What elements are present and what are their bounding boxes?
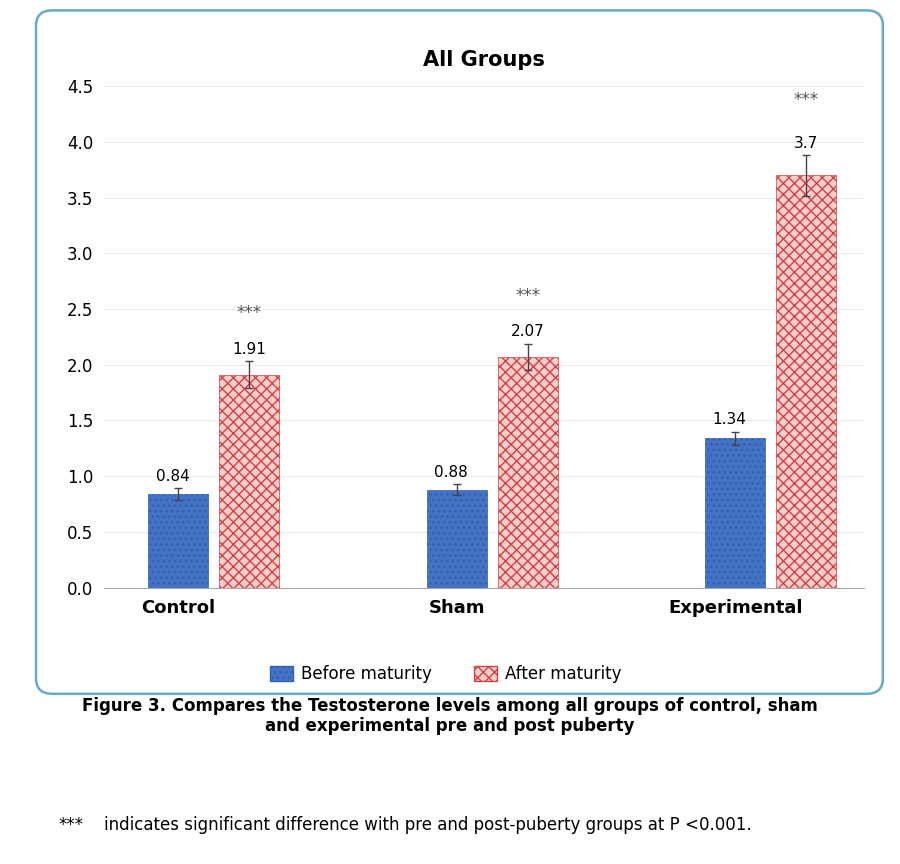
Text: 0.88: 0.88 (434, 465, 468, 480)
Text: ***: *** (237, 304, 262, 322)
Text: ***: *** (794, 91, 819, 109)
Text: 0.84: 0.84 (156, 469, 189, 484)
Title: All Groups: All Groups (423, 49, 544, 70)
Text: ***: *** (58, 816, 84, 835)
Bar (427, 490, 487, 588)
Text: Figure 3. Compares the Testosterone levels among all groups of control, sham: Figure 3. Compares the Testosterone leve… (82, 697, 818, 715)
Bar (220, 375, 279, 588)
Bar (498, 357, 558, 588)
Text: 1.34: 1.34 (713, 412, 746, 427)
Bar (706, 438, 766, 588)
Text: indicates significant difference with pre and post-puberty groups at P <0.001.: indicates significant difference with pr… (104, 816, 752, 835)
Bar (148, 494, 209, 588)
Bar (776, 175, 836, 588)
Text: 3.7: 3.7 (794, 136, 818, 151)
Legend: Before maturity, After maturity: Before maturity, After maturity (263, 658, 628, 689)
Text: ***: *** (515, 287, 540, 305)
Text: and experimental pre and post puberty: and experimental pre and post puberty (266, 717, 634, 735)
Text: 1.91: 1.91 (232, 342, 266, 357)
Text: 2.07: 2.07 (511, 324, 544, 340)
